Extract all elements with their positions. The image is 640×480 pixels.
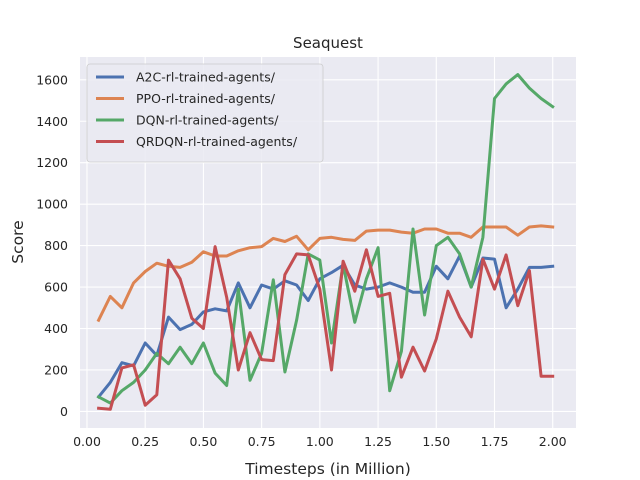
series-lines (96, 73, 555, 411)
legend: A2C-rl-trained-agents/PPO-rl-trained-age… (86, 63, 324, 163)
x-tick-label: 0.25 (131, 434, 159, 449)
chart-title: Seaquest (293, 34, 363, 52)
series-line-0 (96, 254, 555, 400)
x-tick-label: 1.00 (306, 434, 334, 449)
y-tick-label: 600 (44, 280, 68, 295)
y-axis-label: Score (9, 220, 27, 263)
legend-label-0: A2C-rl-trained-agents/ (136, 70, 276, 85)
x-tick-label: 0.50 (189, 434, 217, 449)
legend-label-1: PPO-rl-trained-agents/ (136, 91, 276, 106)
y-tick-label: 200 (44, 362, 68, 377)
x-tick-label: 1.75 (481, 434, 509, 449)
y-tick-label: 400 (44, 321, 68, 336)
legend-label-2: DQN-rl-trained-agents/ (136, 113, 279, 128)
x-tick-label: 1.50 (422, 434, 450, 449)
x-tick-label: 2.00 (539, 434, 567, 449)
legend-box (86, 63, 324, 163)
legend-label-3: QRDQN-rl-trained-agents/ (136, 134, 298, 149)
x-axis-label: Timesteps (in Million) (244, 460, 411, 478)
x-tick-label: 0.00 (73, 434, 101, 449)
y-tick-label: 1400 (36, 114, 68, 129)
y-tick-label: 800 (44, 238, 68, 253)
series-line-3 (96, 245, 555, 411)
series-line-2 (96, 73, 555, 405)
y-tick-label: 1600 (36, 72, 68, 87)
x-tick-label: 1.25 (364, 434, 392, 449)
y-tick-label: 1000 (36, 197, 68, 212)
x-tick-label: 0.75 (248, 434, 276, 449)
x-axis-ticks: 0.00 0.25 0.50 0.75 1.00 1.25 1.50 1.75 2.00 (73, 434, 567, 449)
y-axis-ticks: 0 200 400 600 800 1000 1200 1400 1600 (36, 72, 68, 419)
y-tick-label: 0 (60, 404, 68, 419)
y-tick-label: 1200 (36, 155, 68, 170)
